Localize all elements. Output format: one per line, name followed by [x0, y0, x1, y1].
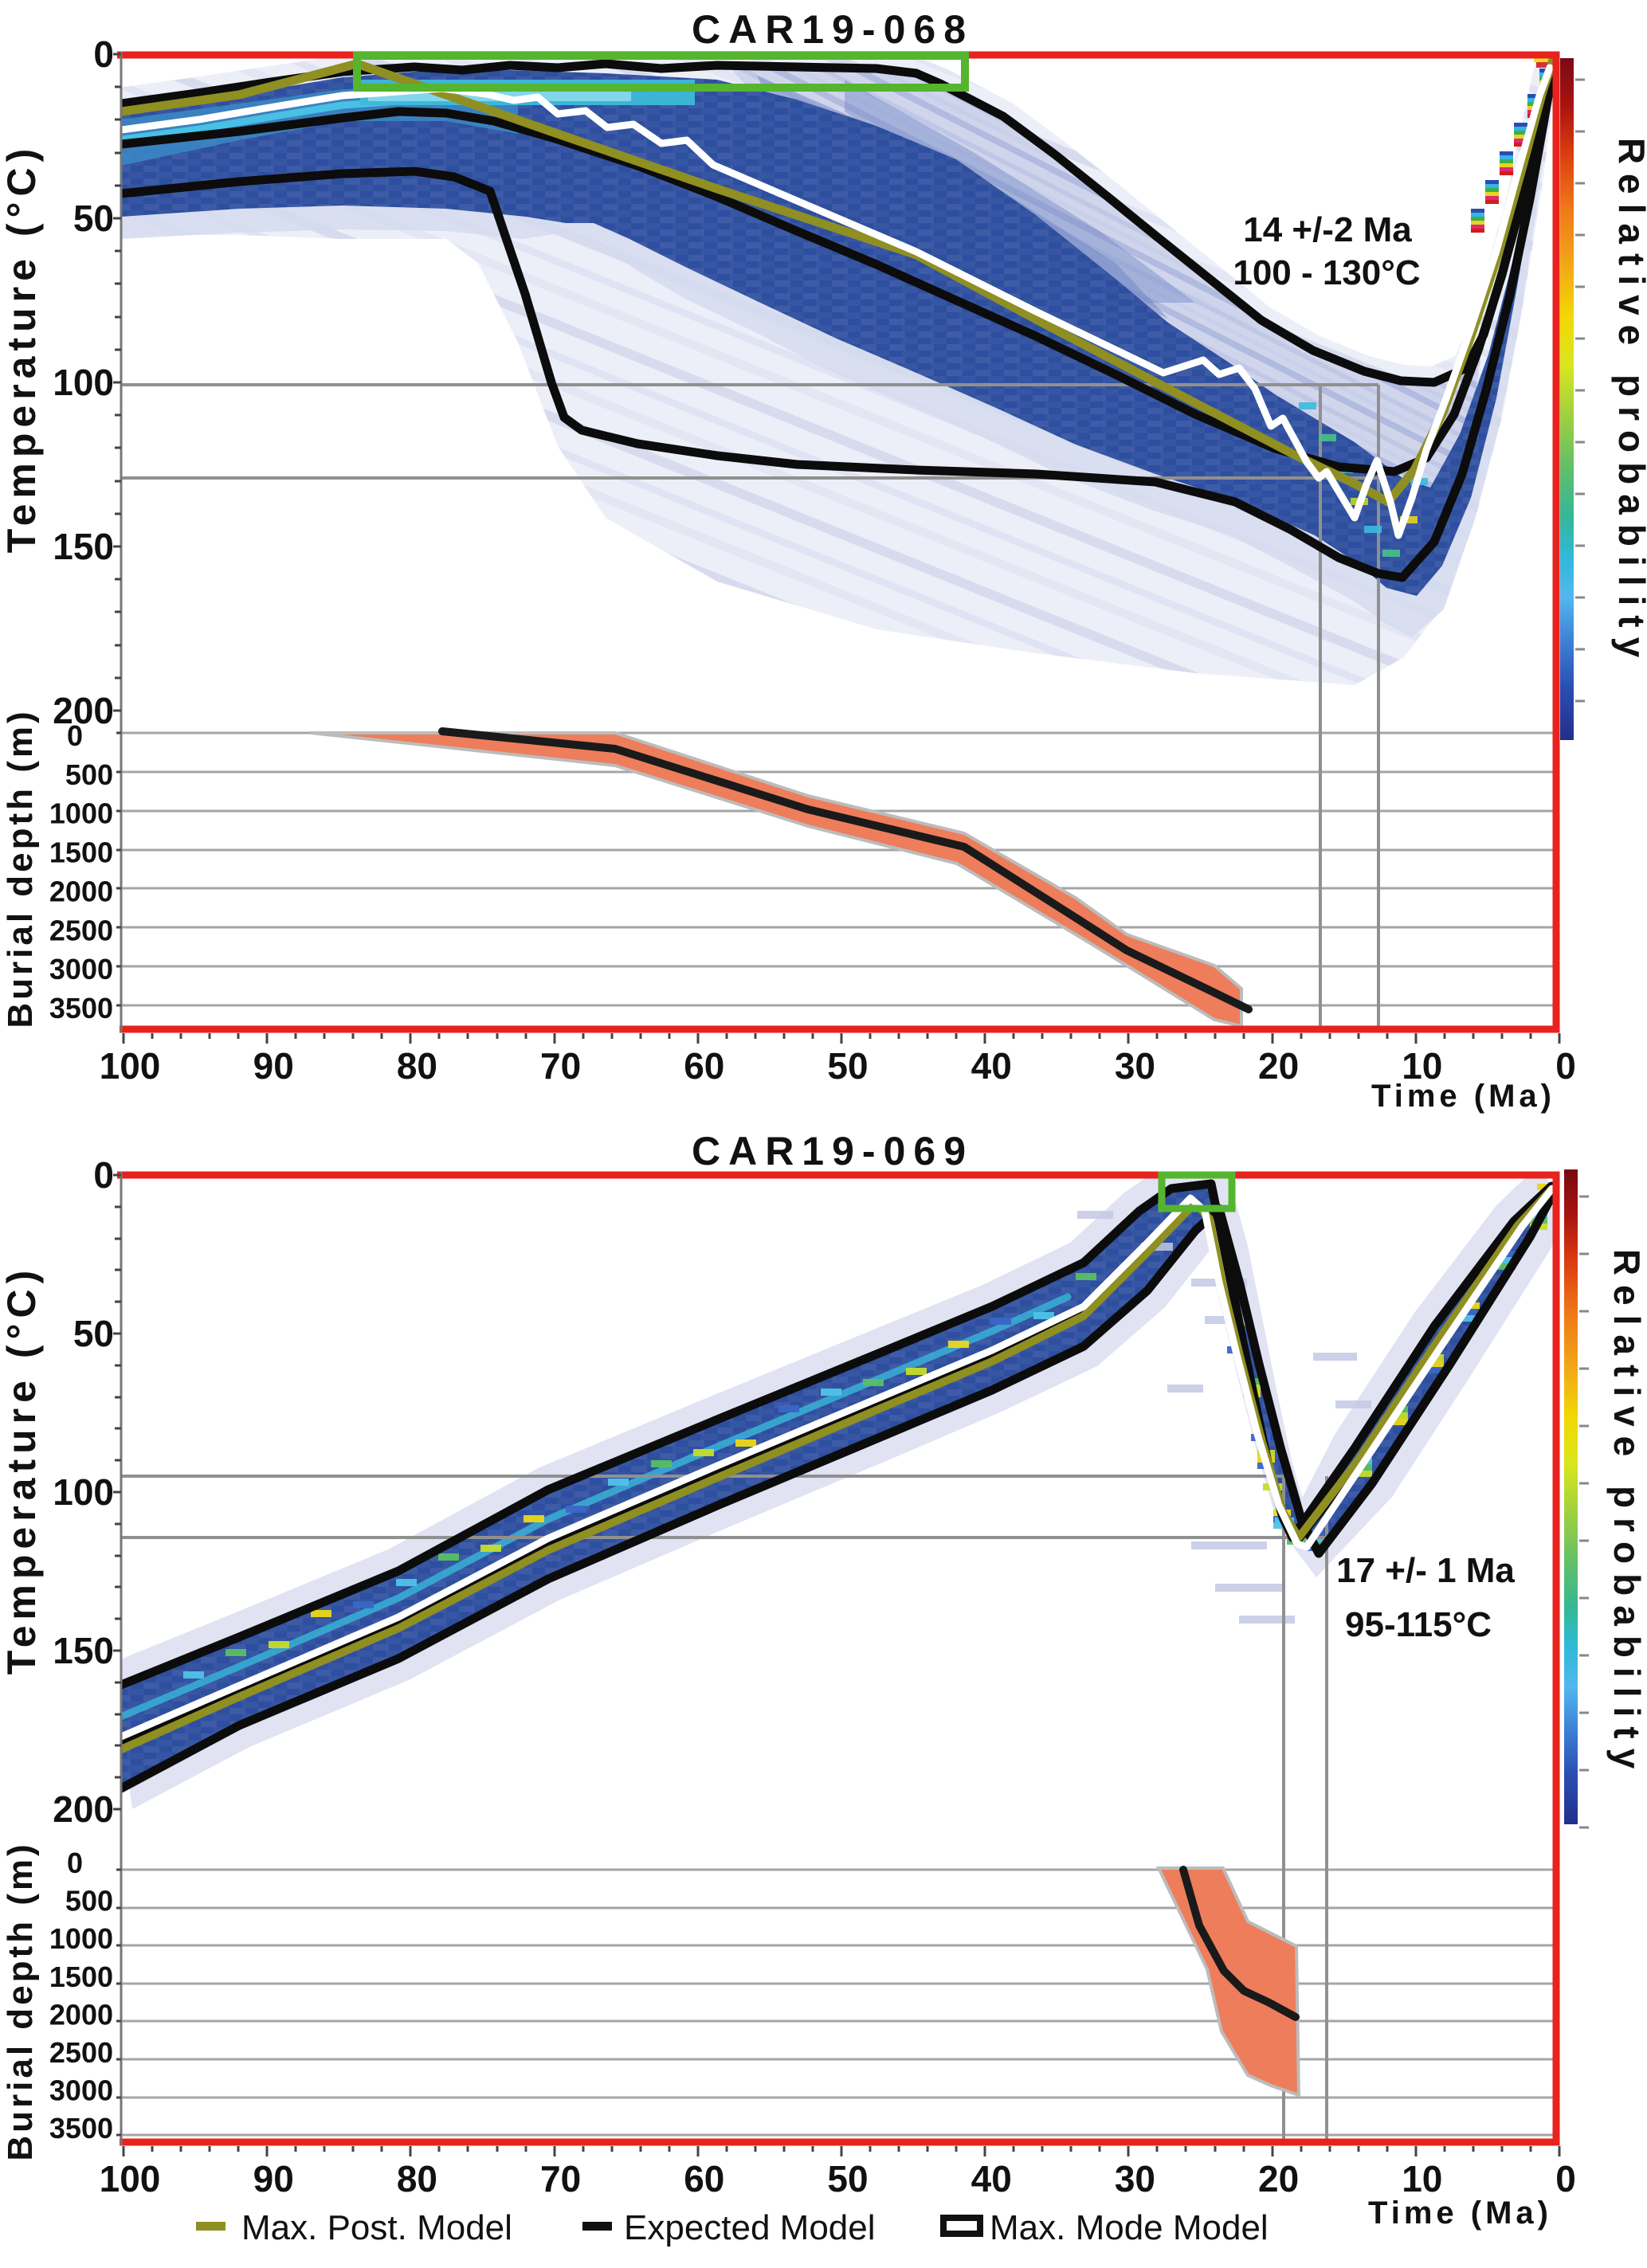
svg-text:30: 30 — [1115, 1045, 1155, 1087]
svg-text:0: 0 — [93, 33, 114, 75]
svg-text:3000: 3000 — [49, 953, 113, 985]
svg-text:100 - 130°C: 100 - 130°C — [1233, 253, 1420, 292]
svg-text:500: 500 — [65, 1885, 113, 1917]
svg-text:30: 30 — [1115, 2158, 1155, 2199]
svg-text:2500: 2500 — [49, 914, 113, 946]
svg-text:CAR19-068: CAR19-068 — [692, 7, 974, 52]
svg-text:1500: 1500 — [49, 1961, 113, 1993]
svg-text:10: 10 — [1402, 1045, 1442, 1087]
svg-text:Relative probability: Relative probability — [1611, 138, 1647, 667]
svg-text:0: 0 — [67, 1847, 83, 1879]
svg-text:20: 20 — [1258, 2158, 1299, 2199]
svg-text:Time (Ma): Time (Ma) — [1371, 1079, 1555, 1114]
svg-text:Burial depth (m): Burial depth (m) — [1, 1841, 40, 2160]
svg-text:70: 70 — [540, 2158, 581, 2199]
svg-text:90: 90 — [253, 1045, 294, 1087]
svg-text:1000: 1000 — [49, 1922, 113, 1955]
svg-text:0: 0 — [93, 1154, 114, 1196]
svg-text:Expected Model: Expected Model — [624, 2208, 876, 2247]
svg-text:1500: 1500 — [49, 836, 113, 869]
svg-text:60: 60 — [684, 1045, 724, 1087]
svg-text:Max. Post. Model: Max. Post. Model — [241, 2208, 512, 2247]
svg-text:70: 70 — [540, 1045, 581, 1087]
svg-text:Temperature (°C): Temperature (°C) — [0, 1265, 44, 1675]
svg-text:60: 60 — [684, 2158, 724, 2199]
svg-text:3000: 3000 — [49, 2074, 113, 2107]
svg-text:Temperature (°C): Temperature (°C) — [0, 143, 44, 553]
svg-text:50: 50 — [827, 1045, 868, 1087]
svg-text:14 +/-2 Ma: 14 +/-2 Ma — [1243, 210, 1412, 249]
svg-text:0: 0 — [1555, 2158, 1576, 2199]
svg-text:1000: 1000 — [49, 797, 113, 830]
svg-text:80: 80 — [397, 1045, 437, 1087]
svg-text:200: 200 — [53, 690, 114, 731]
svg-text:40: 40 — [971, 1045, 1012, 1087]
svg-text:100: 100 — [100, 1045, 161, 1087]
svg-text:500: 500 — [65, 758, 113, 791]
svg-text:100: 100 — [53, 1471, 114, 1513]
svg-text:50: 50 — [73, 1313, 114, 1354]
svg-text:50: 50 — [827, 2158, 868, 2199]
svg-text:3500: 3500 — [49, 2112, 113, 2145]
svg-text:0: 0 — [67, 719, 83, 752]
svg-text:150: 150 — [53, 526, 114, 567]
svg-text:50: 50 — [73, 198, 114, 239]
svg-text:0: 0 — [1555, 1045, 1576, 1087]
svg-text:2500: 2500 — [49, 2036, 113, 2069]
svg-text:Burial depth (m): Burial depth (m) — [1, 708, 40, 1028]
svg-text:100: 100 — [53, 362, 114, 403]
svg-text:Relative probability: Relative probability — [1606, 1249, 1647, 1778]
svg-text:80: 80 — [397, 2158, 437, 2199]
svg-text:CAR19-069: CAR19-069 — [692, 1129, 974, 1173]
svg-text:90: 90 — [253, 2158, 294, 2199]
svg-text:2000: 2000 — [49, 1998, 113, 2031]
svg-text:40: 40 — [971, 2158, 1012, 2199]
svg-text:200: 200 — [53, 1788, 114, 1830]
svg-text:Max. Mode Model: Max. Mode Model — [990, 2208, 1269, 2247]
svg-text:17 +/- 1 Ma: 17 +/- 1 Ma — [1336, 1551, 1515, 1590]
svg-text:3500: 3500 — [49, 992, 113, 1024]
svg-text:150: 150 — [53, 1630, 114, 1671]
svg-text:100: 100 — [100, 2158, 161, 2199]
svg-text:95-115°C: 95-115°C — [1345, 1605, 1492, 1644]
svg-text:10: 10 — [1402, 2158, 1442, 2199]
svg-text:Time (Ma): Time (Ma) — [1368, 2196, 1552, 2231]
svg-text:2000: 2000 — [49, 875, 113, 907]
svg-text:20: 20 — [1258, 1045, 1299, 1087]
